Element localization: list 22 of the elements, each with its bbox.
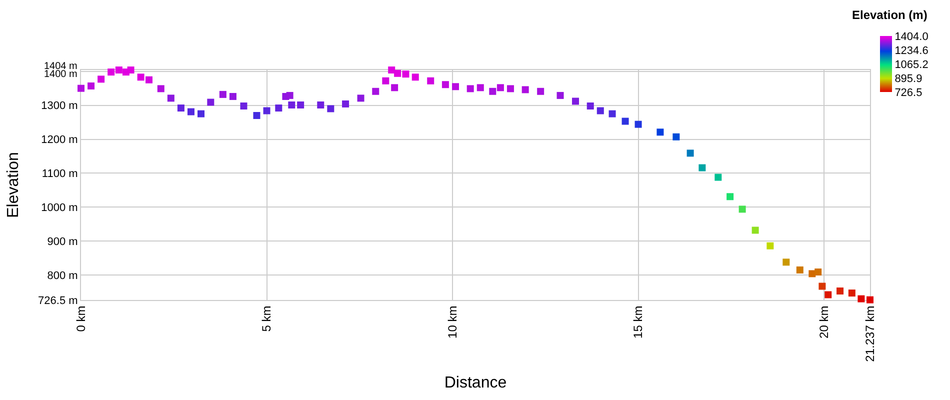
y-tick-label: 800 m [47,270,78,282]
x-tick-label: 5 km [260,306,274,332]
color-bar-label: 1234.6 [894,45,928,58]
color-bar-label: 1065.2 [894,59,928,72]
y-tick-label: 1100 m [42,168,78,180]
y-tick-label: 726.5 m [38,294,78,307]
y-tick-label: 1400 m [44,69,78,80]
x-tick-label: 10 km [445,306,460,338]
y-tick-label: 900 m [47,236,78,248]
color-bar-label: 726.5 [894,87,922,100]
color-bar-title: Elevation (m) [852,8,928,22]
x-axis-title: Distance [444,374,507,392]
y-tick-label: 1000 m [41,202,78,214]
x-tick-label: 20 km [816,306,831,338]
x-tick-label: 0 km [74,306,88,332]
y-axis-title: Elevation [4,152,22,218]
x-tick-label: 21.237 km [862,306,877,362]
x-tick-label: 15 km [631,306,646,338]
color-bar-label: 895.9 [894,73,922,86]
y-tick-label: 1300 m [41,100,78,112]
y-tick-label: 1200 m [41,134,78,146]
color-bar-label: 1404.0 [894,31,928,44]
